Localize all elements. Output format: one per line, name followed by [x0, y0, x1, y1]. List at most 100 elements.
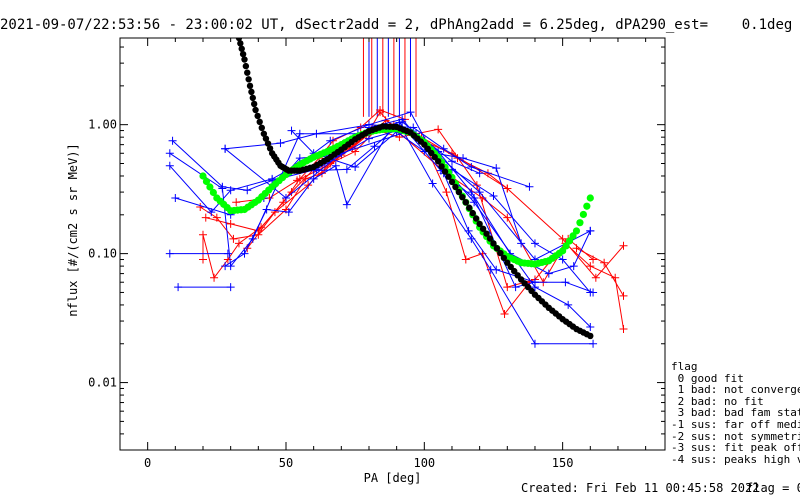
- y-tick-label: 0.10: [88, 247, 117, 261]
- black-fit-dot: [472, 215, 480, 222]
- data-point-marker: [589, 339, 598, 348]
- data-point-marker: [470, 198, 479, 207]
- data-point-marker: [511, 283, 520, 292]
- legend-item: -4 sus: peaks high v: [671, 452, 800, 466]
- data-point-marker: [544, 269, 553, 278]
- data-point-marker: [293, 176, 302, 185]
- series-line: [451, 168, 591, 293]
- data-point-marker: [226, 283, 235, 292]
- black-fit-dot: [246, 82, 254, 90]
- data-point-marker: [232, 198, 241, 207]
- data-point-marker: [218, 182, 227, 191]
- data-point-marker: [174, 283, 183, 292]
- data-point-marker: [331, 161, 340, 170]
- green-fit-dot: [586, 194, 594, 202]
- data-point-marker: [586, 288, 595, 297]
- data-point-marker: [530, 283, 539, 292]
- black-fit-dot: [476, 220, 483, 228]
- black-fit-dot: [479, 225, 487, 232]
- data-point-marker: [525, 182, 534, 191]
- black-fit-dot: [445, 173, 452, 180]
- legend-item: -3 sus: fit peak off 9: [671, 441, 800, 455]
- data-point-marker: [558, 234, 567, 243]
- data-point-marker: [434, 125, 443, 134]
- data-point-marker: [165, 149, 174, 158]
- black-fit-dot: [587, 332, 594, 340]
- data-point-marker: [586, 262, 595, 271]
- legend-item: 1 bad: not converge: [671, 383, 800, 397]
- legend-item: 2 bad: no fit: [671, 394, 764, 408]
- data-point-marker: [428, 179, 437, 188]
- x-tick-label: 100: [413, 456, 435, 470]
- data-point-marker: [198, 230, 207, 239]
- data-point-marker: [503, 213, 512, 222]
- green-fit-dot: [202, 177, 211, 186]
- black-fit-dot: [438, 163, 445, 170]
- data-point-marker: [276, 139, 285, 148]
- data-point-marker: [486, 265, 495, 274]
- y-tick-label: 0.01: [88, 376, 117, 390]
- black-fit-dot: [490, 240, 497, 247]
- data-point-marker: [500, 310, 509, 319]
- legend-item: 3 bad: bad fam stat: [671, 406, 800, 420]
- data-point-marker: [564, 300, 573, 309]
- data-point-marker: [591, 273, 600, 282]
- black-fit-dot: [249, 94, 256, 102]
- black-fit-dot: [497, 249, 504, 257]
- chart-title: 2021-09-07/22:53:56 - 23:00:02 UT, dSect…: [0, 17, 793, 33]
- data-point-marker: [364, 120, 373, 129]
- black-fit-dot: [441, 168, 449, 175]
- data-point-marker: [221, 144, 230, 153]
- data-point-marker: [489, 191, 498, 200]
- x-tick-label: 150: [552, 456, 574, 470]
- data-point-marker: [376, 108, 385, 117]
- data-point-marker: [558, 255, 567, 264]
- data-point-marker: [398, 117, 407, 126]
- data-point-marker: [234, 239, 243, 248]
- black-fit-dot: [448, 178, 456, 186]
- data-point-marker: [569, 262, 578, 271]
- data-point-marker: [572, 244, 581, 253]
- flag-legend: flag 0 good fit 1 bad: not converge 2 ba…: [671, 361, 800, 465]
- data-point-marker: [619, 241, 628, 250]
- data-point-marker: [475, 169, 484, 178]
- black-fit-dot: [256, 118, 263, 126]
- black-fit-dot: [455, 188, 463, 196]
- black-fit-dot: [239, 50, 247, 58]
- data-point-marker: [326, 136, 335, 145]
- data-point-marker: [223, 249, 232, 258]
- data-point-marker: [168, 136, 177, 145]
- data-point-marker: [503, 283, 512, 292]
- data-point-marker: [370, 142, 379, 151]
- data-point-marker: [287, 126, 296, 135]
- black-fit-dot: [459, 194, 466, 201]
- black-fit-dot: [250, 100, 258, 108]
- black-fit-dot: [262, 135, 270, 142]
- data-point-marker: [196, 202, 205, 211]
- green-fit-dot: [206, 183, 214, 191]
- series-line: [175, 118, 591, 328]
- data-point-marker: [619, 325, 628, 334]
- series-line: [172, 128, 594, 345]
- data-point-marker: [461, 255, 470, 264]
- green-fit-dot: [572, 227, 581, 235]
- legend-item: -1 sus: far off medic: [671, 417, 800, 431]
- data-point-marker: [284, 208, 293, 217]
- data-point-marker: [240, 249, 249, 258]
- black-fit-dot: [434, 158, 442, 165]
- plot-frame: [119, 37, 666, 451]
- data-point-marker: [295, 129, 304, 138]
- data-point-marker: [586, 322, 595, 331]
- data-point-marker: [342, 165, 351, 174]
- y-axis-label: nflux [#/(cm2 s sr MeV)]: [66, 143, 80, 316]
- series-line: [313, 121, 480, 174]
- data-point-marker: [492, 164, 501, 173]
- data-point-marker: [281, 193, 290, 202]
- data-point-marker: [312, 129, 321, 138]
- series-line: [224, 130, 591, 261]
- black-fit-dot: [462, 199, 470, 206]
- data-point-marker: [600, 258, 609, 267]
- x-axis-label: PA [deg]: [364, 471, 422, 485]
- black-fit-dot: [486, 235, 494, 242]
- data-point-marker: [165, 161, 174, 170]
